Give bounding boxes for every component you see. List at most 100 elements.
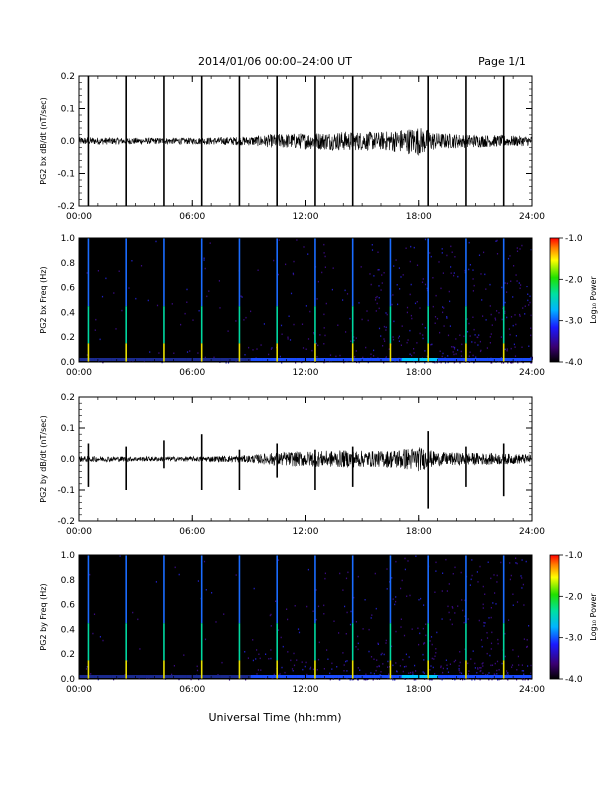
spectral-pixel — [346, 293, 349, 295]
spectral-pixel — [490, 664, 492, 667]
bx-spectrogram-panel: 00:00 06:00 12:00 18:00 24:00 1.0 0.8 0.6 0.4 0.2… — [39, 234, 545, 378]
spectral-pixel — [410, 671, 412, 674]
low-frequency-band — [256, 675, 259, 678]
broadband-line-upper — [314, 238, 316, 307]
low-frequency-band — [456, 675, 459, 678]
spectral-pixel — [270, 625, 272, 627]
low-frequency-band — [247, 675, 250, 678]
spectral-pixel — [507, 257, 510, 260]
low-frequency-band — [505, 358, 508, 361]
x-tick-label: 24:00 — [519, 212, 545, 222]
spectral-pixel — [347, 571, 349, 574]
low-frequency-band — [488, 675, 491, 678]
spectral-pixel — [382, 345, 384, 347]
spectral-pixel — [270, 657, 272, 660]
spectral-pixel — [528, 304, 530, 306]
low-frequency-band — [403, 358, 406, 361]
low-frequency-band — [281, 358, 284, 361]
low-frequency-band — [424, 675, 427, 678]
low-frequency-band — [358, 675, 361, 678]
spectral-pixel — [263, 323, 265, 325]
spectral-pixel — [521, 244, 523, 247]
spectral-pixel — [449, 663, 451, 665]
spectral-pixel — [434, 316, 437, 318]
spectral-pixel — [306, 605, 308, 608]
low-frequency-band — [365, 675, 369, 678]
spectral-pixel — [307, 568, 309, 571]
broadband-line-upper — [351, 555, 354, 624]
spectral-pixel — [495, 240, 497, 242]
spectral-pixel — [419, 332, 421, 335]
spectral-pixel — [429, 252, 431, 254]
spectral-pixel — [365, 673, 367, 675]
low-frequency-band — [284, 358, 287, 361]
low-frequency-band — [224, 675, 227, 678]
low-frequency-band — [445, 675, 448, 678]
low-frequency-band — [450, 358, 453, 361]
low-frequency-band — [360, 358, 363, 361]
low-frequency-band — [396, 675, 399, 678]
spectral-pixel — [439, 331, 441, 334]
low-frequency-band — [250, 358, 253, 361]
spectral-pixel — [496, 574, 498, 577]
spectral-pixel — [252, 659, 254, 662]
spectral-pixel — [507, 679, 509, 681]
spectral-pixel — [376, 666, 378, 668]
spectral-pixel — [426, 355, 428, 358]
spectral-pixel — [271, 347, 273, 349]
spectral-pixel — [252, 639, 254, 641]
spectral-pixel — [282, 645, 284, 648]
low-frequency-band — [320, 358, 323, 361]
broadband-line-upper — [163, 238, 165, 307]
spectral-pixel — [484, 622, 486, 624]
spectral-pixel — [173, 665, 175, 667]
low-frequency-band — [401, 358, 404, 361]
low-frequency-band — [243, 675, 246, 678]
low-frequency-band — [418, 358, 421, 361]
low-frequency-band — [299, 358, 302, 361]
spectral-pixel — [405, 247, 407, 249]
low-frequency-band — [365, 358, 369, 361]
colorbar-tick-label: -3.0 — [565, 634, 583, 644]
spectral-pixel — [400, 587, 402, 590]
low-frequency-band — [209, 675, 212, 678]
low-frequency-band — [107, 675, 110, 678]
low-frequency-band — [428, 675, 431, 678]
low-frequency-band — [507, 358, 510, 361]
spectral-pixel — [398, 335, 400, 338]
spectral-pixel — [398, 340, 400, 342]
spectral-pixel — [482, 603, 484, 606]
spectral-pixel — [526, 639, 528, 641]
low-frequency-band — [186, 675, 189, 678]
spectral-pixel — [515, 274, 517, 276]
low-frequency-band — [203, 675, 206, 678]
spectral-pixel — [344, 289, 346, 292]
low-frequency-band — [347, 675, 350, 678]
spectral-pixel — [490, 642, 493, 645]
spectral-pixel — [277, 629, 280, 631]
spectral-pixel — [131, 260, 133, 262]
low-frequency-band — [258, 675, 261, 678]
spectral-pixel — [429, 669, 431, 671]
spectral-pixel — [343, 670, 345, 672]
low-frequency-band — [152, 358, 155, 361]
low-frequency-band — [243, 358, 246, 361]
broadband-line-lower — [502, 343, 505, 362]
spectral-pixel — [248, 346, 250, 349]
spectral-pixel — [480, 273, 482, 275]
low-frequency-band — [498, 358, 501, 361]
broadband-line-upper — [276, 555, 278, 624]
low-frequency-band — [488, 358, 491, 361]
low-frequency-band — [190, 675, 193, 678]
spectral-pixel — [258, 653, 260, 655]
spectral-pixel — [399, 665, 401, 667]
spectral-pixel — [423, 659, 425, 661]
spectral-pixel — [530, 362, 532, 364]
spectral-pixel — [476, 672, 478, 674]
spectral-pixel — [490, 616, 492, 619]
spectral-pixel — [446, 664, 448, 666]
spectral-pixel — [461, 599, 463, 601]
low-frequency-band — [526, 358, 529, 361]
spectral-pixel — [518, 282, 520, 284]
spectral-pixel — [449, 325, 451, 327]
